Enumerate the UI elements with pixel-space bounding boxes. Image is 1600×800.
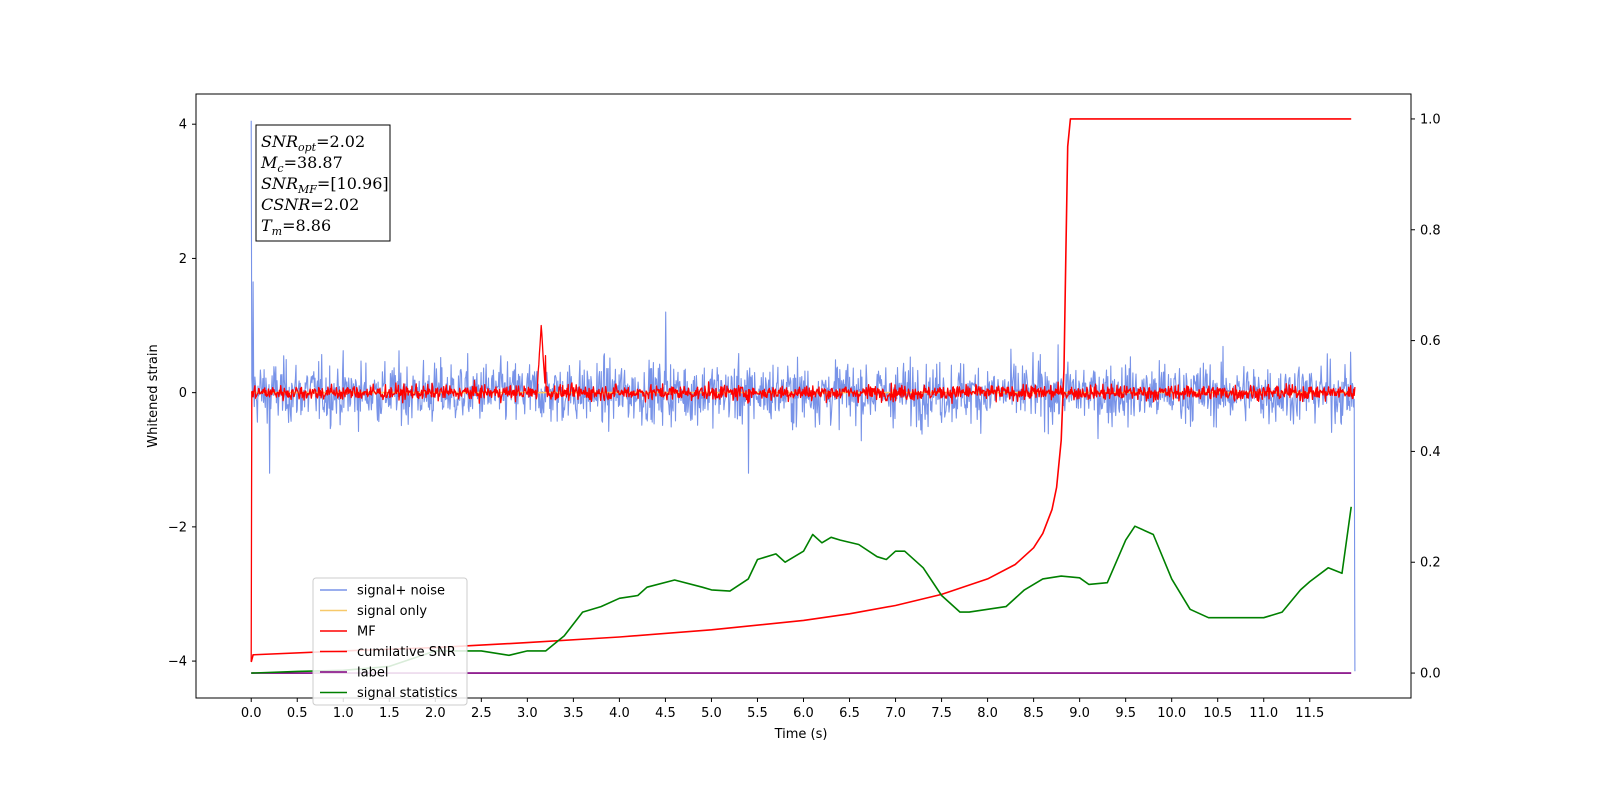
legend-label: cumilative SNR [357,645,456,660]
x-tick-label: 3.0 [517,706,538,721]
annotation-line: CSNR=2.02 [261,195,359,214]
x-tick-label: 10.5 [1203,706,1232,721]
legend-item-mf: MF [320,625,376,640]
legend-label: label [357,666,388,681]
annotation-box: SNRopt=2.02Mc=38.87SNRMF=[10.96]CSNR=2.0… [255,124,391,242]
x-tick-label: 2.5 [471,706,492,721]
y2-tick-label: 0.2 [1420,556,1441,571]
x-tick-label: 9.0 [1069,706,1090,721]
x-tick-label: 11.0 [1249,706,1278,721]
x-tick-label: 9.5 [1115,706,1136,721]
x-tick-label: 10.0 [1157,706,1186,721]
annotation-line: Mc=38.87 [260,153,343,175]
legend-item-signal-noise: signal+ noise [320,584,445,599]
x-tick-label: 8.5 [1023,706,1044,721]
legend-item-cumilative-snr: cumilative SNR [320,645,456,660]
legend-item-label: label [320,666,388,681]
annotation-line: SNRMF=[10.96] [261,174,389,196]
x-tick-label: 0.0 [241,706,262,721]
x-tick-label: 6.0 [793,706,814,721]
y-tick-label: −2 [168,520,187,535]
x-tick-label: 4.5 [655,706,676,721]
y-axis-label: Whitened strain [146,344,161,447]
legend-item-signal-only: signal only [320,604,427,619]
x-tick-label: 1.5 [379,706,400,721]
y-axis-left: 4 2 0 −2 −4 [168,118,196,670]
y2-tick-label: 1.0 [1420,112,1441,127]
y2-tick-label: 0.8 [1420,223,1441,238]
x-tick-label: 11.5 [1295,706,1324,721]
x-tick-label: 8.0 [977,706,998,721]
x-tick-label: 1.0 [333,706,354,721]
x-tick-label: 7.0 [885,706,906,721]
series-cumilative-snr-line [250,118,1352,663]
y-tick-label: 4 [179,118,187,133]
y-tick-label: 2 [179,252,187,267]
legend-label: signal statistics [357,686,458,701]
y-axis-right: 0.0 0.2 0.4 0.6 0.8 1.0 [1411,112,1441,682]
x-tick-label: 6.5 [839,706,860,721]
legend-label: signal+ noise [357,584,445,599]
y2-tick-label: 0.0 [1420,667,1441,682]
y-tick-label: −4 [168,655,187,670]
legend-frame [312,577,468,706]
x-tick-label: 7.5 [931,706,952,721]
x-tick-label: 2.0 [425,706,446,721]
y-tick-label: 0 [179,386,187,401]
x-tick-label: 0.5 [287,706,308,721]
x-axis: 0.0 0.5 1.0 1.5 2.0 2.5 3.0 3.5 4.0 4.5 5.0 5.5 6.0 6… [241,698,1324,721]
x-tick-label: 3.5 [563,706,584,721]
legend-item-signal-statistics: signal statistics [320,686,458,701]
annotation-line: Tm=8.86 [261,216,331,238]
x-tick-label: 4.0 [609,706,630,721]
y2-tick-label: 0.4 [1420,445,1441,460]
legend-label: MF [357,625,376,640]
y2-tick-label: 0.6 [1420,334,1441,349]
annotation-frame [255,124,391,242]
x-tick-label: 5.0 [701,706,722,721]
x-tick-label: 5.5 [747,706,768,721]
series-signal-statistics-line [251,506,1352,674]
series-mf-line [250,324,1356,662]
annotation-line: SNRopt=2.02 [261,132,365,154]
legend-label: signal only [357,604,427,619]
x-axis-label: Time (s) [774,727,828,742]
legend: signal+ noise signal only MF cumilative SNR… [312,577,468,706]
